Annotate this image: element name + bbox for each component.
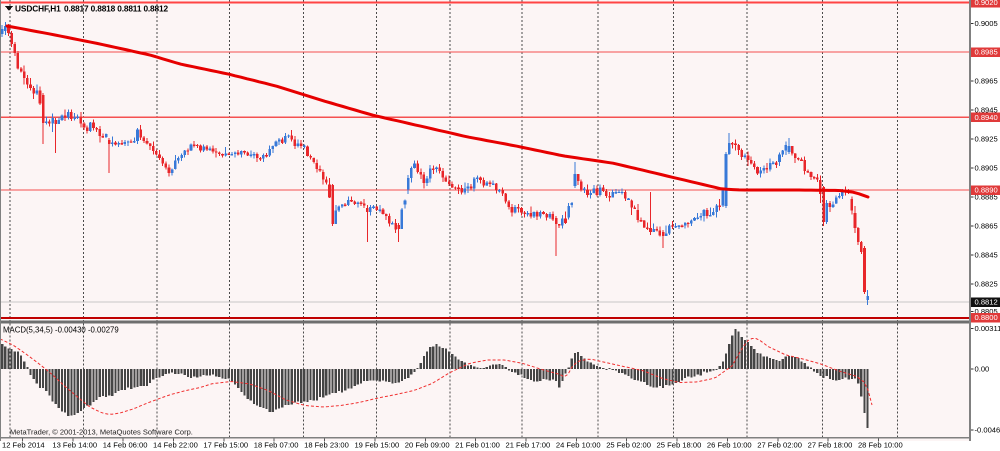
svg-text:19 Feb 15:00: 19 Feb 15:00 xyxy=(354,441,399,450)
svg-text:21 Feb 17:00: 21 Feb 17:00 xyxy=(506,441,551,450)
svg-text:0.8940: 0.8940 xyxy=(975,113,998,122)
svg-text:0.9005: 0.9005 xyxy=(975,19,998,28)
svg-text:26 Feb 10:00: 26 Feb 10:00 xyxy=(707,441,752,450)
svg-text:0.8825: 0.8825 xyxy=(975,280,998,289)
svg-text:0.8805: 0.8805 xyxy=(975,307,998,316)
svg-text:24 Feb 10:00: 24 Feb 10:00 xyxy=(556,441,601,450)
svg-text:0.8800: 0.8800 xyxy=(975,313,998,322)
svg-text:0.8945: 0.8945 xyxy=(975,106,998,115)
svg-text:0.8905: 0.8905 xyxy=(975,164,998,173)
svg-text:20 Feb 09:00: 20 Feb 09:00 xyxy=(405,441,450,450)
svg-text:0.00311: 0.00311 xyxy=(975,324,1000,333)
svg-text:14 Feb 22:00: 14 Feb 22:00 xyxy=(153,441,198,450)
svg-text:0.8985: 0.8985 xyxy=(975,48,998,57)
svg-text:USDCHF,H1: USDCHF,H1 xyxy=(15,4,61,14)
svg-text:0.8885: 0.8885 xyxy=(975,193,998,202)
svg-text:18 Feb 23:00: 18 Feb 23:00 xyxy=(304,441,349,450)
svg-text:21 Feb 01:00: 21 Feb 01:00 xyxy=(455,441,500,450)
svg-text:13 Feb 14:00: 13 Feb 14:00 xyxy=(52,441,97,450)
svg-text:0.8865: 0.8865 xyxy=(975,222,998,231)
svg-text:18 Feb 07:00: 18 Feb 07:00 xyxy=(254,441,299,450)
svg-text:0.8812: 0.8812 xyxy=(975,298,998,307)
svg-text:0.9020: 0.9020 xyxy=(975,0,998,7)
svg-text:MetaTrader, © 2001-2013, MetaQ: MetaTrader, © 2001-2013, MetaQuotes Soft… xyxy=(10,428,193,437)
svg-text:25 Feb 18:00: 25 Feb 18:00 xyxy=(657,441,702,450)
svg-text:0.8965: 0.8965 xyxy=(975,77,998,86)
svg-text:0.00: 0.00 xyxy=(975,365,990,374)
svg-text:25 Feb 02:00: 25 Feb 02:00 xyxy=(606,441,651,450)
svg-text:MACD(5,34,5) -0.00430 -0.00279: MACD(5,34,5) -0.00430 -0.00279 xyxy=(3,326,119,335)
svg-text:28 Feb 10:00: 28 Feb 10:00 xyxy=(858,441,903,450)
svg-text:0.8817 0.8818 0.8811 0.8812: 0.8817 0.8818 0.8811 0.8812 xyxy=(64,4,168,14)
svg-text:27 Feb 18:00: 27 Feb 18:00 xyxy=(808,441,853,450)
svg-text:0.8845: 0.8845 xyxy=(975,251,998,260)
svg-text:12 Feb 2014: 12 Feb 2014 xyxy=(2,441,45,450)
svg-text:17 Feb 15:00: 17 Feb 15:00 xyxy=(203,441,248,450)
svg-text:14 Feb 06:00: 14 Feb 06:00 xyxy=(103,441,148,450)
svg-text:-0.00466: -0.00466 xyxy=(975,426,1000,435)
svg-text:0.8890: 0.8890 xyxy=(975,186,998,195)
svg-text:27 Feb 02:00: 27 Feb 02:00 xyxy=(757,441,802,450)
svg-text:0.8925: 0.8925 xyxy=(975,135,998,144)
